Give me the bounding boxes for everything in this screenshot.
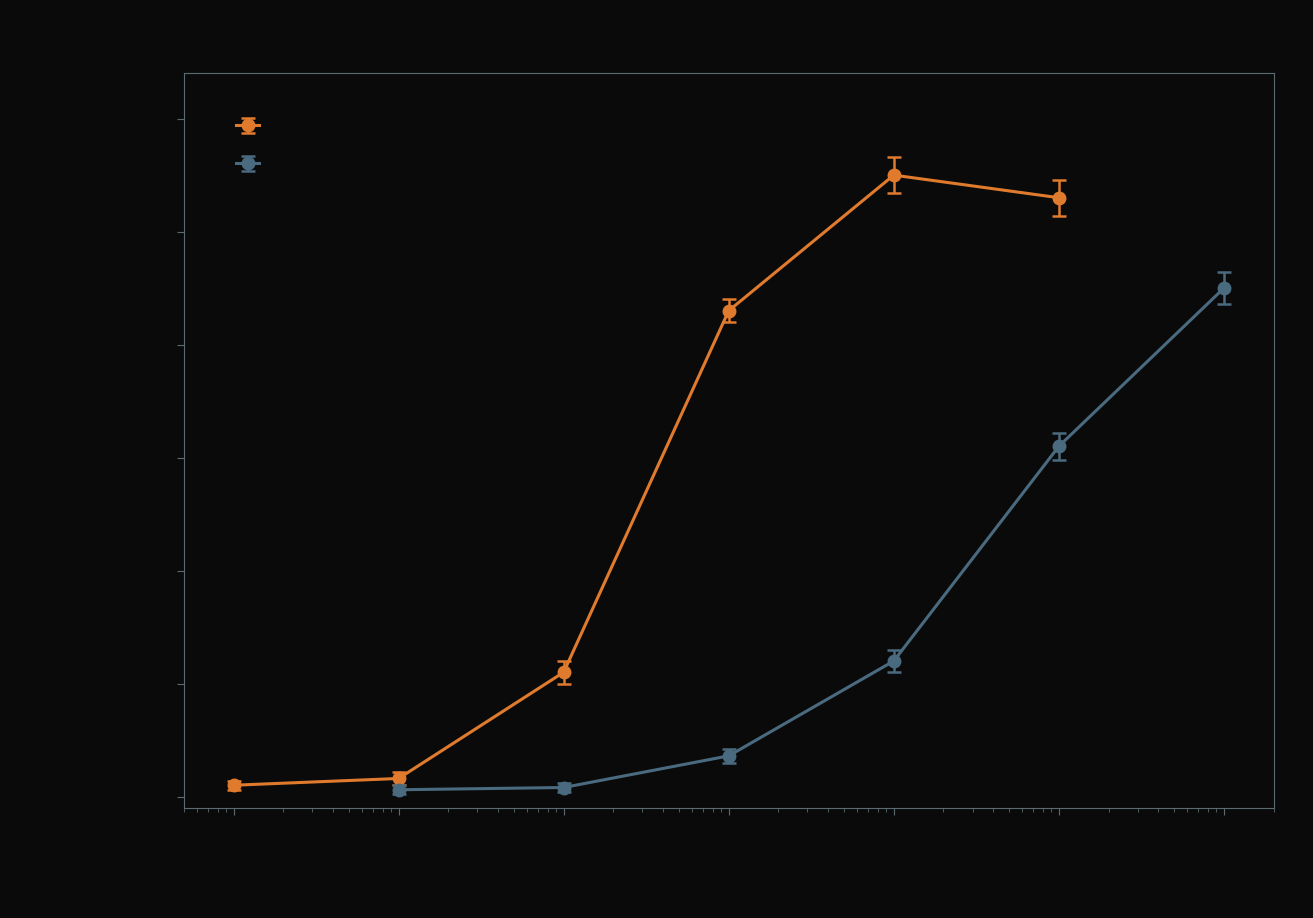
Legend: IL-1α (HEK-Blue™), IL-1α (control): IL-1α (HEK-Blue™), IL-1α (control) (213, 95, 432, 195)
